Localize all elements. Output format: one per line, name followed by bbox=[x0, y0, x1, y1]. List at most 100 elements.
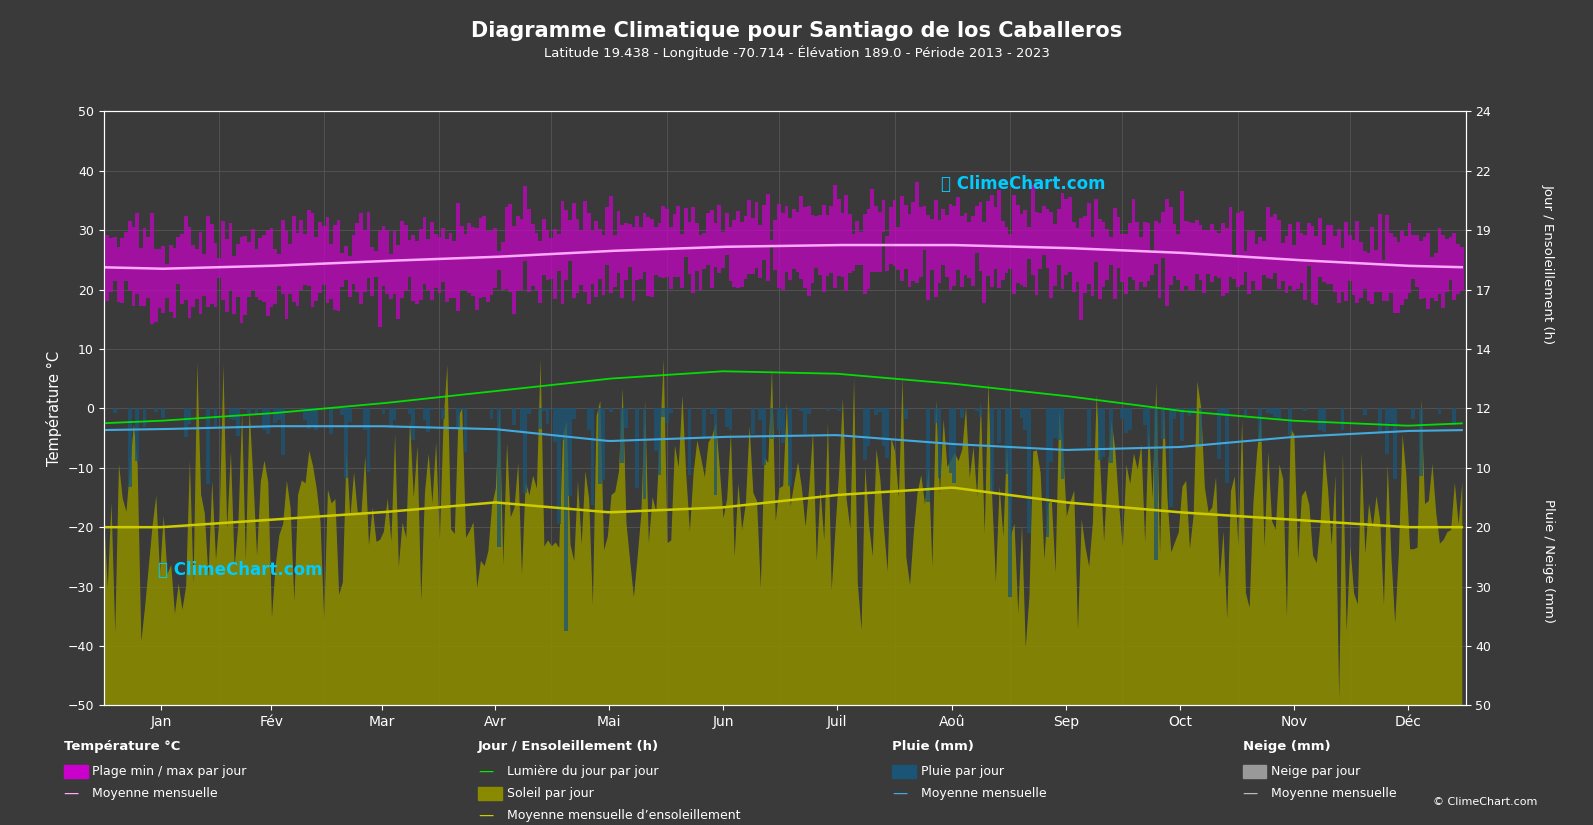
Bar bbox=[280, 408, 285, 455]
Bar bbox=[997, 190, 1000, 288]
Bar bbox=[1120, 233, 1125, 282]
Bar bbox=[389, 254, 393, 299]
Bar bbox=[796, 212, 800, 272]
Bar bbox=[456, 408, 460, 428]
Bar bbox=[527, 210, 530, 292]
Bar bbox=[513, 226, 516, 314]
Bar bbox=[314, 408, 319, 430]
Bar bbox=[669, 227, 672, 289]
Bar bbox=[1330, 225, 1333, 285]
Bar bbox=[1094, 199, 1098, 262]
Bar bbox=[188, 408, 191, 424]
Bar bbox=[1091, 237, 1094, 296]
Bar bbox=[1139, 237, 1142, 282]
Bar bbox=[1161, 408, 1164, 439]
Bar bbox=[1083, 215, 1086, 294]
Bar bbox=[870, 190, 875, 271]
Bar bbox=[158, 249, 161, 308]
Bar bbox=[1453, 233, 1456, 300]
Bar bbox=[964, 214, 967, 276]
Bar bbox=[636, 216, 639, 280]
Bar bbox=[855, 221, 859, 265]
Bar bbox=[975, 206, 978, 252]
Bar bbox=[1008, 233, 1012, 269]
Bar bbox=[580, 230, 583, 285]
Bar bbox=[319, 222, 322, 293]
Bar bbox=[1150, 252, 1153, 275]
Bar bbox=[750, 219, 755, 275]
Bar bbox=[303, 233, 307, 285]
Bar bbox=[169, 245, 172, 312]
Bar bbox=[202, 253, 205, 296]
Bar bbox=[456, 203, 460, 311]
Bar bbox=[997, 408, 1000, 444]
Bar bbox=[244, 236, 247, 315]
Bar bbox=[814, 215, 819, 267]
Bar bbox=[658, 223, 661, 277]
Bar bbox=[863, 408, 867, 460]
Bar bbox=[382, 408, 386, 414]
Bar bbox=[769, 408, 773, 439]
Bar bbox=[949, 408, 953, 474]
Bar bbox=[1325, 224, 1329, 285]
Bar bbox=[755, 201, 758, 268]
Bar bbox=[452, 241, 456, 299]
Bar bbox=[1200, 408, 1203, 446]
Bar bbox=[1228, 207, 1233, 277]
Bar bbox=[344, 408, 347, 478]
Bar bbox=[1012, 195, 1016, 294]
Bar bbox=[263, 408, 266, 430]
Bar bbox=[978, 202, 983, 271]
Bar bbox=[728, 408, 733, 430]
Bar bbox=[636, 408, 639, 488]
Bar bbox=[1128, 408, 1131, 430]
Bar bbox=[191, 245, 194, 307]
Bar bbox=[725, 213, 728, 255]
Bar bbox=[288, 244, 292, 295]
Bar bbox=[703, 233, 706, 269]
Bar bbox=[266, 408, 269, 434]
Bar bbox=[933, 408, 938, 423]
Bar bbox=[292, 216, 296, 303]
Bar bbox=[475, 228, 478, 310]
Bar bbox=[1273, 408, 1278, 417]
Bar bbox=[1258, 237, 1262, 290]
Bar bbox=[430, 408, 433, 411]
Bar bbox=[188, 227, 191, 318]
Bar bbox=[513, 408, 516, 425]
Bar bbox=[155, 248, 158, 322]
Bar bbox=[285, 231, 288, 319]
Bar bbox=[1389, 233, 1392, 293]
Bar bbox=[852, 233, 855, 271]
Bar bbox=[789, 408, 792, 486]
Bar bbox=[953, 205, 956, 286]
Bar bbox=[1020, 408, 1023, 418]
Bar bbox=[489, 231, 494, 295]
Bar bbox=[900, 196, 903, 281]
Text: 🌍 ClimeChart.com: 🌍 ClimeChart.com bbox=[941, 175, 1106, 192]
Bar bbox=[233, 256, 236, 314]
Bar bbox=[808, 206, 811, 295]
Bar bbox=[561, 200, 564, 304]
Bar bbox=[1053, 224, 1058, 286]
Bar bbox=[1058, 210, 1061, 266]
Bar bbox=[542, 408, 546, 411]
Bar bbox=[803, 207, 808, 288]
Bar bbox=[524, 186, 527, 261]
Bar bbox=[213, 408, 217, 427]
Bar bbox=[147, 237, 150, 298]
Bar bbox=[366, 408, 370, 472]
Bar bbox=[263, 235, 266, 302]
Bar bbox=[1222, 224, 1225, 295]
Bar bbox=[113, 408, 116, 412]
Bar bbox=[1266, 207, 1270, 278]
Bar bbox=[124, 233, 127, 281]
Bar bbox=[819, 215, 822, 276]
Bar bbox=[666, 408, 669, 422]
Bar bbox=[438, 237, 441, 293]
Bar bbox=[1058, 408, 1061, 440]
Bar bbox=[1086, 204, 1091, 285]
Bar bbox=[766, 194, 769, 280]
Bar bbox=[1236, 213, 1239, 287]
Bar bbox=[989, 196, 994, 286]
